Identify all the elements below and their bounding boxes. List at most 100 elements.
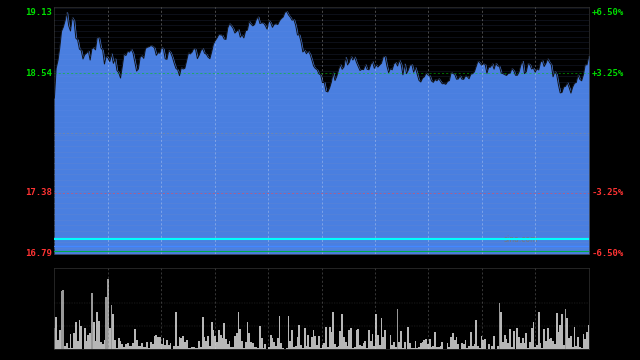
Bar <box>241 341 243 349</box>
Bar <box>413 348 415 349</box>
Bar <box>180 338 182 349</box>
Bar <box>588 325 589 349</box>
Bar <box>566 318 568 349</box>
Bar <box>436 347 438 349</box>
Bar <box>302 348 304 349</box>
Bar <box>433 346 434 349</box>
Bar <box>118 338 120 349</box>
Bar <box>68 348 70 349</box>
Bar <box>172 348 173 349</box>
Bar <box>93 322 95 349</box>
Text: -3.25%: -3.25% <box>591 188 624 197</box>
Bar <box>513 331 515 349</box>
Bar <box>111 305 113 349</box>
Bar <box>296 337 298 349</box>
Bar <box>497 346 499 349</box>
Text: sina.com: sina.com <box>503 235 538 244</box>
Bar <box>506 339 508 349</box>
Bar <box>154 336 156 349</box>
Bar <box>518 337 520 349</box>
Bar <box>575 346 577 349</box>
Text: 18.54: 18.54 <box>25 69 52 78</box>
Bar <box>284 348 286 349</box>
Bar <box>209 346 211 349</box>
Bar <box>529 342 531 349</box>
Text: +3.25%: +3.25% <box>591 69 624 78</box>
Bar <box>291 330 293 349</box>
Bar <box>495 348 497 349</box>
Bar <box>220 335 221 349</box>
Bar <box>406 348 408 349</box>
Bar <box>148 348 150 349</box>
Bar <box>234 336 236 349</box>
Bar <box>458 344 460 349</box>
Bar <box>316 345 318 349</box>
Bar <box>484 339 486 349</box>
Bar <box>66 343 68 349</box>
Bar <box>145 347 147 349</box>
Bar <box>214 336 216 349</box>
Bar <box>365 341 366 349</box>
Bar <box>390 335 391 349</box>
Bar <box>271 338 273 349</box>
Bar <box>327 347 329 349</box>
Bar <box>311 337 313 349</box>
Bar <box>193 347 195 349</box>
Bar <box>427 344 429 349</box>
Bar <box>307 335 309 349</box>
Bar <box>366 348 368 349</box>
Bar <box>557 332 559 349</box>
Bar <box>107 279 109 349</box>
Bar <box>132 343 134 349</box>
Bar <box>84 328 86 349</box>
Bar <box>438 347 440 349</box>
Bar <box>508 343 509 349</box>
Bar <box>82 348 84 349</box>
Bar <box>409 343 411 349</box>
Bar <box>425 339 427 349</box>
Bar <box>440 346 442 349</box>
Bar <box>289 341 291 349</box>
Bar <box>63 290 64 349</box>
Bar <box>186 340 188 349</box>
Bar <box>280 343 282 349</box>
Bar <box>540 342 541 349</box>
Bar <box>339 331 341 349</box>
Bar <box>368 330 370 349</box>
Bar <box>164 345 166 349</box>
Bar <box>461 343 463 349</box>
Bar <box>511 347 513 349</box>
Bar <box>270 336 271 349</box>
Bar <box>161 344 163 349</box>
Bar <box>586 332 588 349</box>
Bar <box>147 342 148 349</box>
Bar <box>79 320 80 349</box>
Bar <box>348 330 350 349</box>
Bar <box>72 348 73 349</box>
Bar <box>420 343 422 349</box>
Bar <box>456 337 458 349</box>
Bar <box>305 346 307 349</box>
Bar <box>520 343 522 349</box>
Bar <box>198 341 200 349</box>
Bar <box>547 328 548 349</box>
Bar <box>504 335 506 349</box>
Bar <box>122 345 124 349</box>
Bar <box>352 348 354 349</box>
Bar <box>253 347 255 349</box>
Bar <box>318 336 320 349</box>
Bar <box>143 347 145 349</box>
Bar <box>70 334 72 349</box>
Bar <box>488 343 490 349</box>
Bar <box>89 333 91 349</box>
Bar <box>152 345 154 349</box>
Bar <box>106 297 107 349</box>
Bar <box>580 348 582 349</box>
Bar <box>157 337 159 349</box>
Bar <box>525 333 527 349</box>
Bar <box>250 342 252 349</box>
Bar <box>329 327 330 349</box>
Bar <box>343 337 345 349</box>
Bar <box>357 329 359 349</box>
Bar <box>113 314 115 349</box>
